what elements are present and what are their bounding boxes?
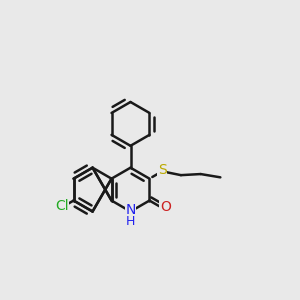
Text: H: H — [126, 214, 135, 228]
Text: S: S — [158, 164, 167, 177]
Text: Cl: Cl — [55, 199, 68, 213]
Text: N: N — [125, 203, 136, 217]
Text: O: O — [160, 200, 171, 214]
